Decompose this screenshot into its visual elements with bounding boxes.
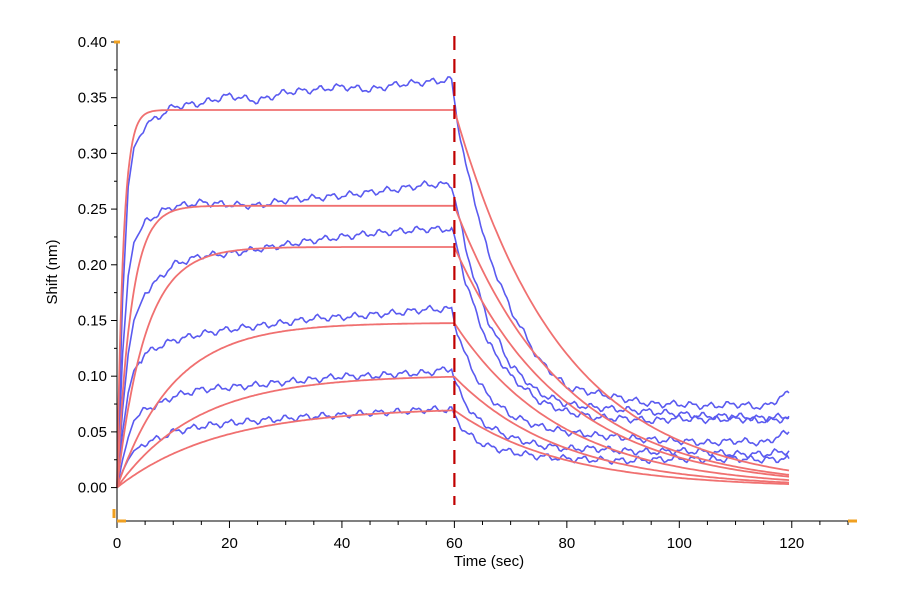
y-tick-label: 0.30 [78,145,107,162]
x-tick-label: 80 [559,535,576,552]
x-axis-title: Time (sec) [454,553,524,570]
x-tick-label: 120 [779,535,804,552]
x-tick-label: 20 [221,535,238,552]
y-axis-title: Shift (nm) [44,239,61,304]
fit-curve-6 [116,409,790,489]
y-tick-label: 0.20 [78,257,107,274]
y-tick-label: 0.00 [78,480,107,497]
fit-curve-3 [116,246,790,488]
axis-handles [112,40,857,523]
x-tick-label: 40 [334,535,351,552]
x-ticks: 0 20 40 60 80 100 120 [113,521,849,552]
y-tick-label: 0.40 [78,34,107,51]
y-ticks: 0.00 0.05 0.10 0.15 0.20 0.25 0.30 0.35 0.40 [78,34,117,497]
fit-curve-5 [116,375,790,489]
y-tick-label: 0.35 [78,90,107,107]
measured-curve-3 [116,225,790,488]
x-tick-label: 100 [667,535,692,552]
plot-content [116,36,790,505]
y-tick-label: 0.10 [78,368,107,385]
x-tick-label: 0 [113,535,121,552]
x-tick-label: 60 [446,535,463,552]
fit-curve-4 [116,322,790,488]
fit-curve-1 [116,109,790,488]
axes: 0.00 0.05 0.10 0.15 0.20 0.25 0.30 0.35 0.40 0 20… [78,34,857,552]
y-tick-label: 0.05 [78,424,107,441]
y-tick-label: 0.15 [78,312,107,329]
fit-curve-2 [116,204,790,488]
measured-curve-2 [116,180,790,488]
y-tick-label: 0.25 [78,201,107,218]
